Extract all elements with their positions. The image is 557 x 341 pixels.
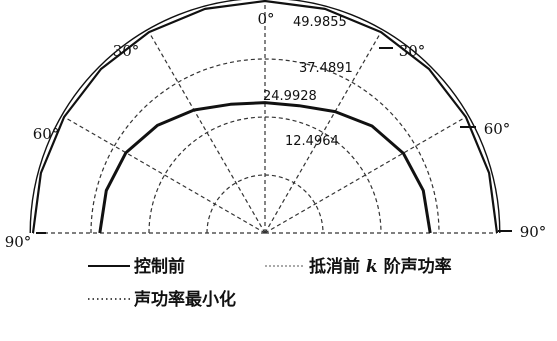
grid-ring-3 (90, 58, 440, 234)
radial-tick-4: 49.9855 (293, 15, 347, 30)
grid-spoke-m30 (148, 31, 266, 234)
angle-tick-30-left: 30° (113, 42, 140, 60)
legend-label-dashed-part2: 阶声功率 (378, 256, 452, 277)
grid-spoke-30 (264, 31, 382, 234)
angle-tick-30-right: 30° (399, 42, 426, 60)
series-line-1 (31, 0, 499, 234)
angle-tick-0: 0° (257, 10, 274, 28)
angle-tick-labels: 0° 30° 60° 90° 30° 60° 90° (5, 10, 547, 251)
legend-label-solid: 控制前 (134, 256, 185, 277)
radial-tick-2: 24.9928 (263, 89, 317, 104)
radial-tick-3: 37.4891 (299, 61, 353, 76)
grid-spoke-60 (264, 116, 467, 234)
polar-grid (33, 1, 497, 234)
grid-ring-1 (206, 174, 324, 234)
data-series (29, 0, 501, 234)
legend-label-dashed-part1: 抵消前 (309, 256, 366, 277)
series-line-2 (98, 101, 432, 234)
legend: 控制前 抵消前 k 阶声功率 声功率最小化 (88, 256, 452, 310)
angle-tick-marks (36, 47, 512, 234)
angle-tick-90-left: 90° (5, 233, 32, 251)
radial-tick-labels: 12.4964 24.9928 37.4891 49.9855 (263, 15, 353, 149)
series-line-1-outer-trace (29, 0, 501, 234)
angle-tick-60-right: 60° (484, 120, 511, 138)
legend-label-dotted: 声功率最小化 (133, 289, 236, 310)
angle-tick-60-left: 60° (33, 125, 60, 143)
angle-tick-90-right: 90° (520, 223, 547, 241)
legend-label-dashed: 抵消前 k 阶声功率 (309, 256, 452, 277)
legend-label-dashed-k: k (366, 257, 378, 277)
grid-spoke-m60 (63, 116, 266, 234)
radial-tick-1: 12.4964 (285, 134, 339, 149)
